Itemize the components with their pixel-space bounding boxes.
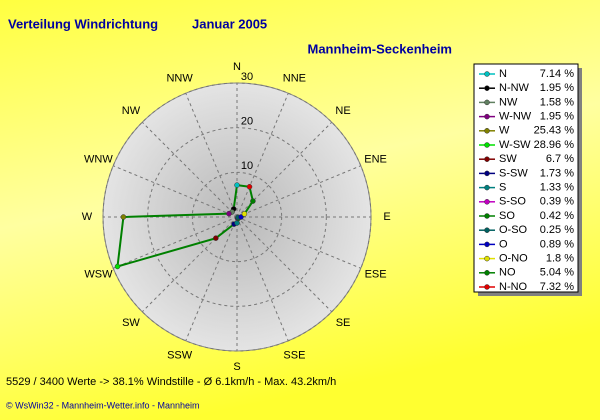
legend-value: 7.32 % [540,281,574,293]
legend-marker [484,213,490,219]
legend-marker [484,156,490,162]
legend-marker [484,142,490,148]
spoke [236,216,289,341]
legend-name: W [499,125,510,137]
footer: 5529 / 3400 Werte -> 38.1% Windstille - … [6,376,336,388]
direction-label: SSW [167,349,193,361]
legend-name: N [499,68,507,80]
spoke [141,216,238,313]
direction-label: N [233,61,241,73]
r-tick-label: 30 [241,71,253,83]
grid-ring [102,82,372,352]
credit: © WsWin32 - Mannheim-Wetter.info - Mannh… [6,400,200,410]
legend-value: 1.95 % [540,82,574,94]
direction-label: E [383,211,390,223]
period: Januar 2005 [192,16,267,31]
legend-name: W-NW [499,111,532,123]
legend-value: 28.96 % [534,139,575,151]
legend-marker [484,99,490,106]
direction-label: NE [335,105,350,117]
direction-label: WNW [84,154,113,166]
legend-name: N-NW [499,82,530,94]
legend-marker [484,71,490,77]
point [234,182,240,188]
legend-name: O [499,238,508,250]
legend-value: 1.73 % [540,167,574,179]
grid-ring [147,127,327,307]
spoke [185,93,238,218]
grid-ring [191,171,283,263]
direction-label: ENE [364,154,387,166]
spoke [236,216,361,269]
direction-label: SW [122,317,140,329]
direction-label: W [82,211,93,223]
legend-name: W-SW [499,139,531,151]
legend-marker [484,270,490,276]
spoke [113,165,238,218]
legend-value: 0.89 % [540,238,574,250]
r-tick-label: 10 [241,160,253,172]
legend-name: SO [499,210,515,222]
legend-value: 25.43 % [534,125,575,137]
point [246,184,253,190]
point [241,211,248,217]
legend-value: 0.39 % [540,196,574,208]
legend-name: N-NO [499,281,528,293]
spoke [236,165,361,218]
legend-name: NO [499,267,516,279]
direction-label: ESE [365,268,387,280]
chart-title: Verteilung Windrichtung [8,16,158,31]
legend-marker [484,227,490,233]
point [213,235,219,241]
spoke [141,121,238,218]
legend-value: 0.25 % [540,224,574,236]
legend-marker [484,85,490,91]
legend-marker [484,199,490,205]
legend-name: NW [499,96,518,108]
legend-marker [484,170,490,177]
direction-label: NNE [283,72,306,84]
spoke [113,216,238,269]
legend-marker [484,128,490,134]
spoke [236,121,333,218]
direction-label: WSW [84,268,113,280]
direction-label: NNW [166,72,193,84]
point [120,214,127,220]
legend-value: 6.7 % [546,153,574,165]
point [114,263,121,270]
legend-value: 1.95 % [540,111,574,123]
direction-label: SE [336,317,351,329]
legend-value: 5.04 % [540,267,574,279]
legend-marker [484,113,490,120]
point [226,210,232,217]
spoke [236,216,333,313]
legend-name: O-SO [499,224,528,236]
subtitle: Mannheim-Seckenheim [308,41,453,56]
r-tick-label: 20 [241,116,253,128]
legend-value: 1.58 % [540,96,574,108]
legend-marker [484,241,490,248]
direction-label: NW [122,105,141,117]
point [250,198,256,204]
legend-value: 7.14 % [540,68,574,80]
spoke [185,216,238,341]
legend-value: 0.42 % [540,210,574,222]
direction-label: SSE [283,349,305,361]
legend-marker [484,255,490,262]
legend-name: O-NO [499,253,528,265]
legend-value: 1.8 % [546,253,574,265]
legend-value: 1.33 % [540,182,574,194]
legend-marker [484,184,490,191]
direction-label: S [233,361,240,373]
spoke [236,93,289,218]
legend-name: S-SW [499,167,528,179]
legend-name: S [499,182,506,194]
legend-name: SW [499,153,517,165]
point [238,214,244,220]
legend-marker [484,284,490,290]
legend-name: S-SO [499,196,526,208]
